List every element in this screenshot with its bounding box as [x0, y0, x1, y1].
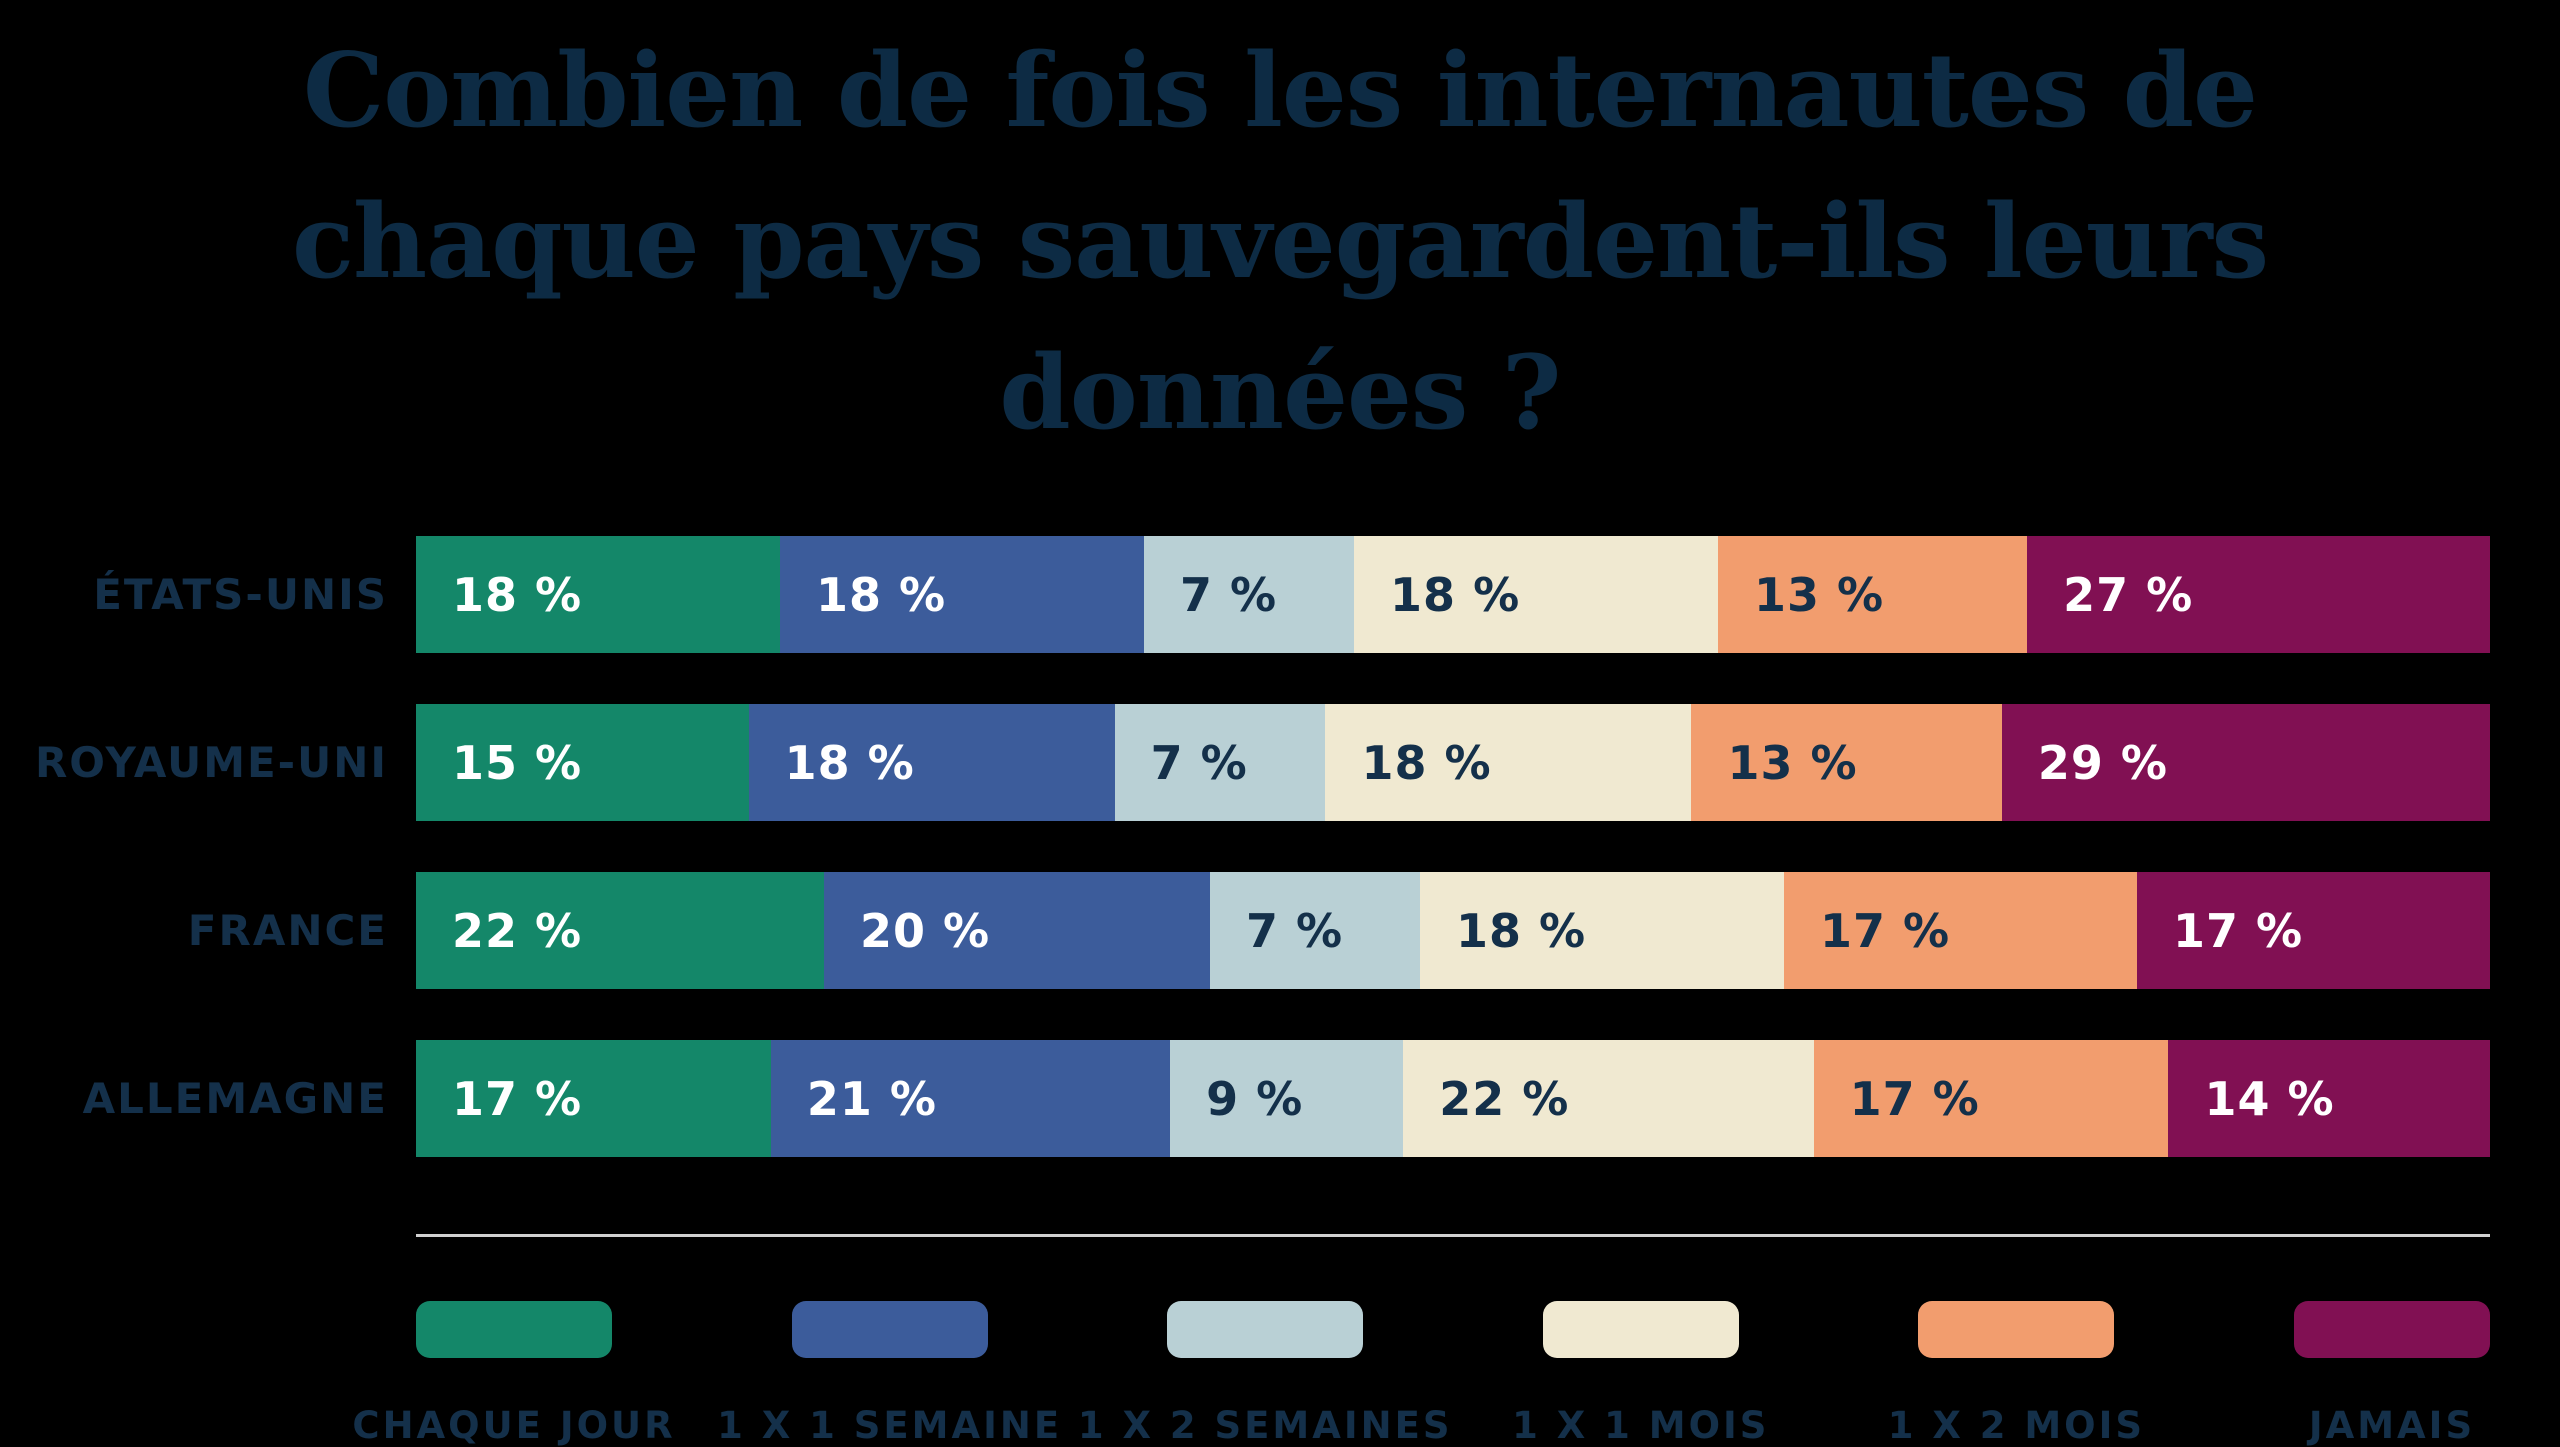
bar-segment-jamais: 29 % [2001, 704, 2490, 821]
chart-legend: CHAQUE JOUR 1 X 1 SEMAINE 1 X 2 SEMAINES 1 … [352, 1301, 2490, 1447]
legend-item-1-x-1-semaine: 1 X 1 SEMAINE [717, 1301, 1059, 1447]
chart-row-tats-unis: ÉTATS-UNIS 18 % 18 % 7 % 18 % 13 % 27 % [0, 536, 2560, 653]
row-label-allemagne: ALLEMAGNE [82, 1074, 388, 1123]
chart-title: Combien de fois les internautes de chaqu… [291, 31, 2269, 453]
legend-divider [416, 1234, 2490, 1237]
bar-segment-1-x-2-mois: 17 % [1813, 1040, 2169, 1157]
bar-segment-jamais: 17 % [2137, 872, 2490, 989]
bar-segment-1-x-1-mois: 22 % [1403, 1040, 1814, 1157]
bar-segment-1-x-2-mois: 13 % [1691, 704, 2002, 821]
row-label-royaume-uni: ROYAUME-UNI [34, 738, 388, 787]
segment-value: 18 % [1361, 735, 1492, 790]
segment-value: 13 % [1727, 735, 1858, 790]
legend-item-1-x-2-semaines: 1 X 2 SEMAINES [1078, 1301, 1450, 1447]
legend-swatch-jamais [2293, 1301, 2490, 1358]
segment-value: 17 % [1849, 1071, 1980, 1126]
infographic-page: { "page": { "background_color": "#000000… [0, 16, 2560, 1447]
segment-value: 14 % [2204, 1071, 2335, 1126]
segment-value: 18 % [1456, 903, 1587, 958]
segment-value: 13 % [1754, 567, 1885, 622]
legend-swatch-chaque-jour [416, 1301, 612, 1358]
bar-segment-1-x-2-mois: 13 % [1718, 536, 2028, 653]
bar-segment-1-x-2-mois: 17 % [1784, 872, 2137, 989]
bar-segment-1-x-1-semaine: 21 % [770, 1040, 1171, 1157]
segment-value: 17 % [452, 1071, 583, 1126]
bar-segment-1-x-1-semaine: 20 % [823, 872, 1210, 989]
bar-track-royaume-uni: 15 % 18 % 7 % 18 % 13 % 29 % [416, 704, 2490, 821]
bar-track-tats-unis: 18 % 18 % 7 % 18 % 13 % 27 % [416, 536, 2490, 653]
bar-segment-chaque-jour: 15 % [416, 704, 749, 821]
bar-segment-1-x-2-semaines: 7 % [1209, 872, 1421, 989]
chart-row-royaume-uni: ROYAUME-UNI 15 % 18 % 7 % 18 % 13 % 29 % [0, 704, 2560, 821]
legend-label-1-x-1-mois: 1 X 1 MOIS [1512, 1404, 1770, 1447]
segment-value: 22 % [1439, 1071, 1570, 1126]
bar-segment-1-x-1-mois: 18 % [1325, 704, 1692, 821]
row-label-tats-unis: ÉTATS-UNIS [93, 570, 388, 619]
segment-value: 17 % [1820, 903, 1951, 958]
bar-segment-jamais: 27 % [2027, 536, 2490, 653]
legend-label-jamais: JAMAIS [2308, 1404, 2476, 1447]
bar-segment-chaque-jour: 17 % [416, 1040, 771, 1157]
legend-swatch-1-x-2-mois [1918, 1301, 2115, 1358]
legend-swatch-1-x-1-mois [1542, 1301, 1739, 1358]
segment-value: 18 % [1390, 567, 1521, 622]
segment-value: 21 % [806, 1071, 937, 1126]
segment-value: 22 % [452, 903, 583, 958]
legend-item-chaque-jour: CHAQUE JOUR [352, 1301, 673, 1447]
segment-value: 17 % [2173, 903, 2304, 958]
segment-value: 18 % [784, 735, 915, 790]
bar-segment-jamais: 14 % [2168, 1040, 2491, 1157]
bar-segment-1-x-1-semaine: 18 % [748, 704, 1115, 821]
legend-swatch-1-x-2-semaines [1167, 1301, 1364, 1358]
legend-label-1-x-2-mois: 1 X 2 MOIS [1887, 1404, 2146, 1447]
row-label-france: FRANCE [187, 906, 388, 955]
bar-segment-1-x-2-semaines: 7 % [1143, 536, 1355, 653]
bar-segment-1-x-1-semaine: 18 % [779, 536, 1144, 653]
segment-value: 7 % [1245, 903, 1344, 958]
bar-segment-1-x-1-mois: 18 % [1354, 536, 1719, 653]
segment-value: 7 % [1179, 567, 1278, 622]
bar-segment-chaque-jour: 22 % [416, 872, 824, 989]
legend-swatch-1-x-1-semaine [791, 1301, 988, 1358]
chart-rows: ÉTATS-UNIS 18 % 18 % 7 % 18 % 13 % 27 % ROYAUME… [0, 536, 2560, 1157]
bar-segment-1-x-2-semaines: 9 % [1170, 1040, 1404, 1157]
bar-track-france: 22 % 20 % 7 % 18 % 17 % 17 % [416, 872, 2490, 989]
segment-value: 7 % [1150, 735, 1248, 790]
bar-segment-1-x-2-semaines: 7 % [1114, 704, 1326, 821]
segment-value: 29 % [2037, 735, 2169, 790]
legend-item-jamais: JAMAIS [2293, 1301, 2490, 1447]
legend-label-chaque-jour: CHAQUE JOUR [352, 1404, 676, 1447]
segment-value: 20 % [859, 903, 991, 958]
segment-value: 27 % [2063, 567, 2194, 622]
stacked-bar-chart: ÉTATS-UNIS 18 % 18 % 7 % 18 % 13 % 27 % ROYAUME… [0, 536, 2560, 1447]
chart-row-allemagne: ALLEMAGNE 17 % 21 % 9 % 22 % 17 % 14 % [0, 1040, 2560, 1157]
legend-item-1-x-2-mois: 1 X 2 MOIS [1888, 1301, 2142, 1447]
segment-value: 18 % [815, 567, 947, 622]
legend-label-1-x-2-semaines: 1 X 2 SEMAINES [1077, 1404, 1453, 1447]
bar-track-allemagne: 17 % 21 % 9 % 22 % 17 % 14 % [416, 1040, 2491, 1157]
chart-row-france: FRANCE 22 % 20 % 7 % 18 % 17 % 17 % [0, 872, 2560, 989]
bar-segment-chaque-jour: 18 % [416, 536, 780, 653]
bar-segment-1-x-1-mois: 18 % [1420, 872, 1784, 989]
segment-value: 18 % [452, 567, 583, 622]
legend-label-1-x-1-semaine: 1 X 1 SEMAINE [717, 1404, 1063, 1447]
legend-item-1-x-1-mois: 1 X 1 MOIS [1512, 1301, 1766, 1447]
segment-value: 15 % [452, 735, 583, 790]
segment-value: 9 % [1206, 1071, 1304, 1126]
